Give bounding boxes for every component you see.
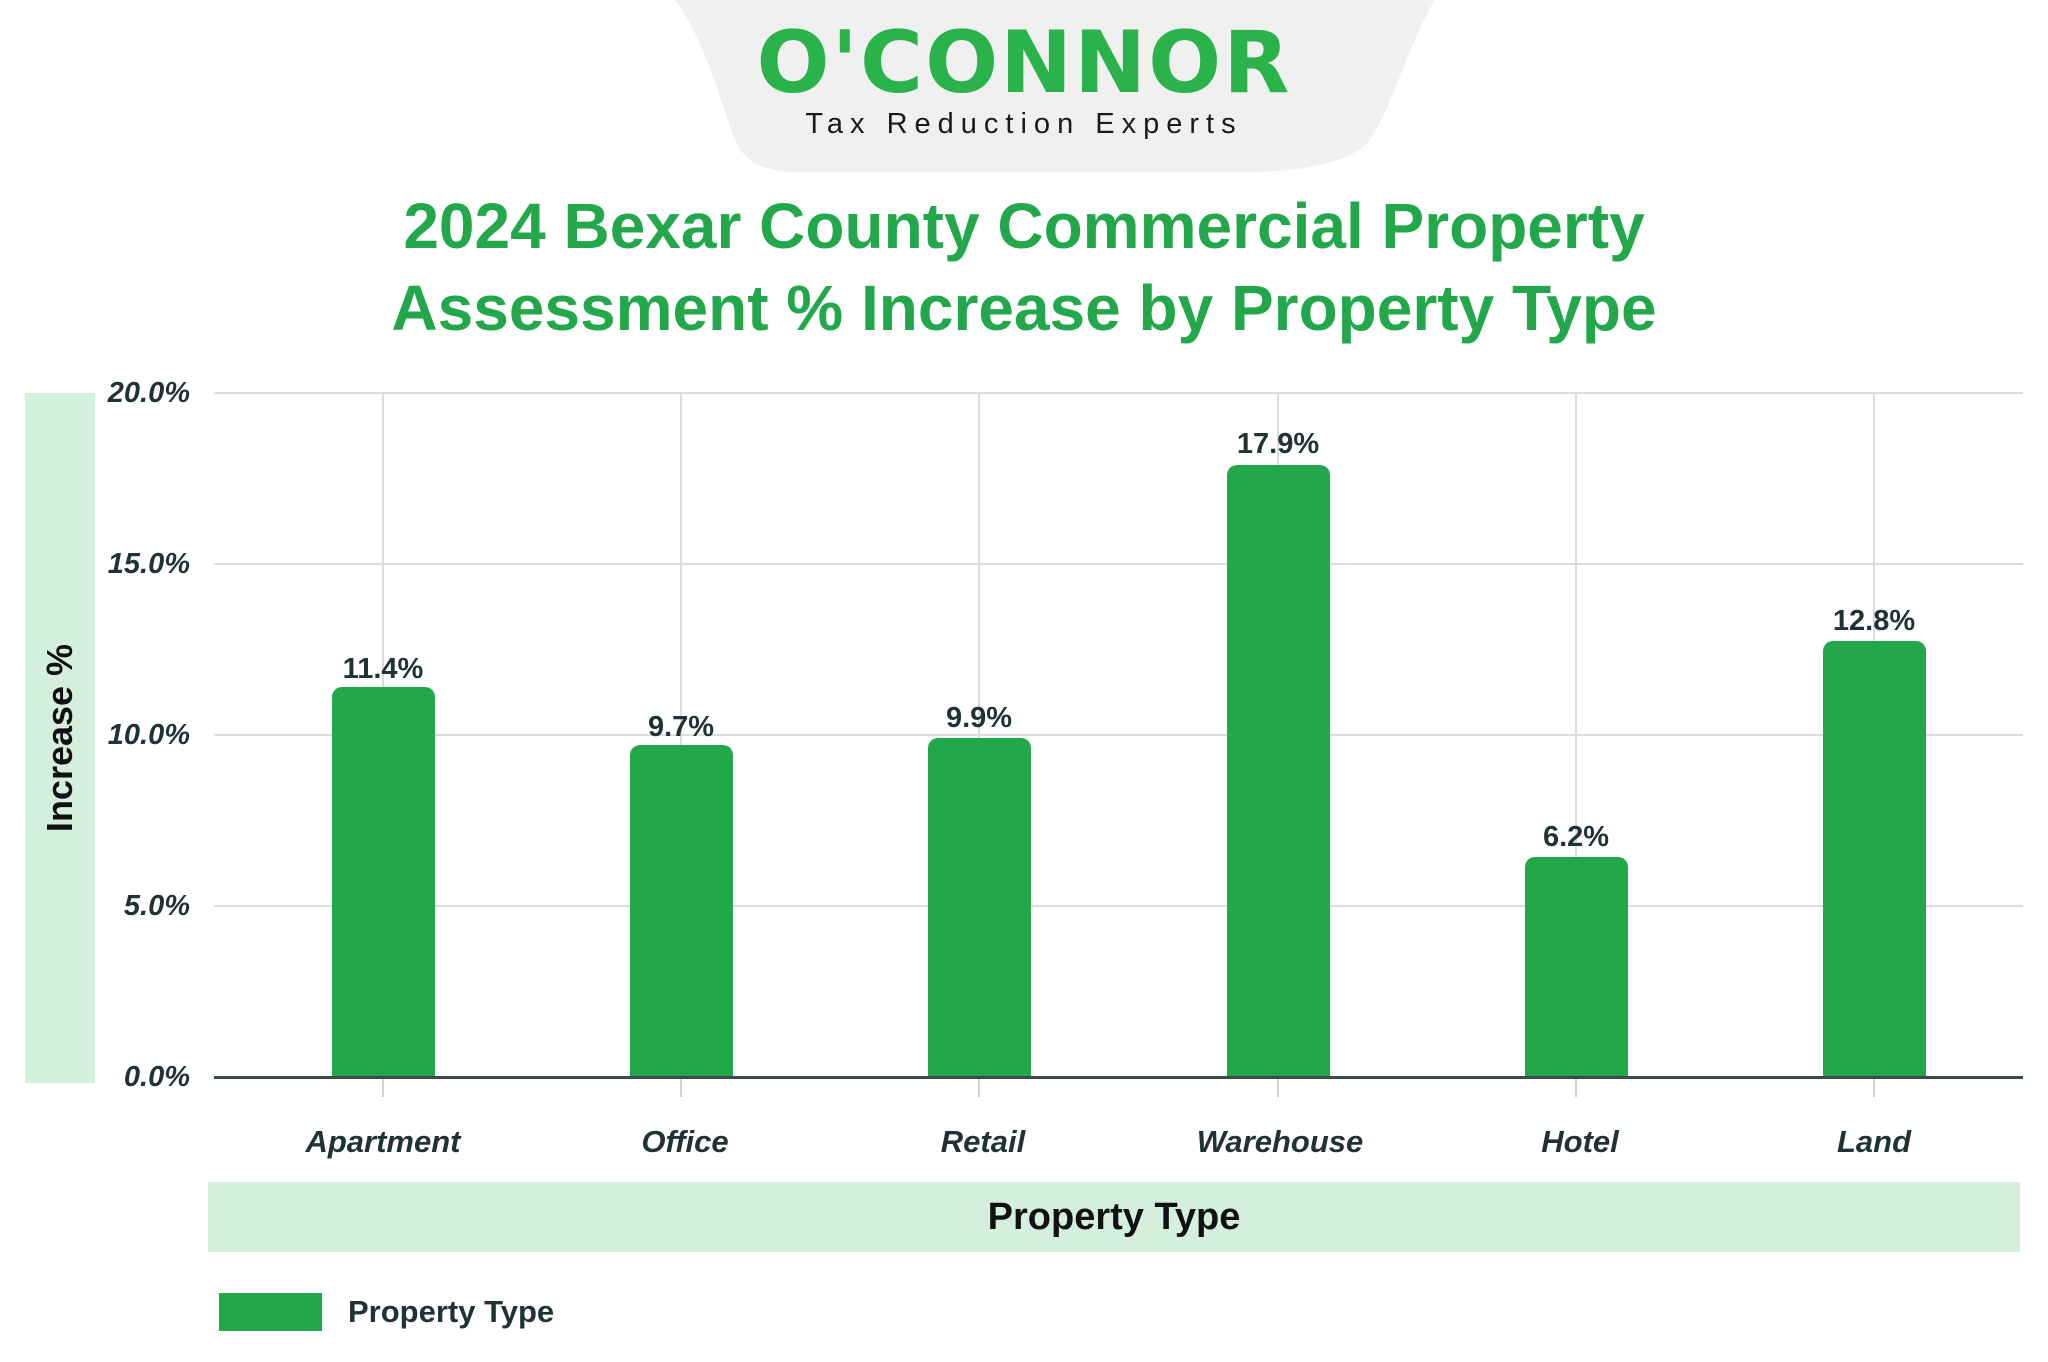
logo-tagline: Tax Reduction Experts [805,108,1243,140]
gridline-v [680,393,682,1077]
x-tick [978,1079,980,1097]
y-tick-label: 0.0% [123,1061,190,1093]
y-axis-label-band [25,393,95,1083]
value-label: 12.8% [1832,605,1916,637]
bar-office [630,745,733,1077]
x-tick [382,1079,384,1097]
gridline-20 [214,392,2023,394]
legend-swatch [219,1293,322,1331]
chart-title-line1: 2024 Bexar County Commercial Property [403,190,1645,262]
chart-title-line2: Assessment % Increase by Property Type [391,272,1657,344]
bar-retail [928,738,1031,1077]
category-label-office: Office [641,1124,729,1159]
category-label-hotel: Hotel [1541,1124,1619,1159]
x-axis-label-band [208,1182,2020,1252]
x-axis-line [214,1076,2023,1079]
gridline-15 [214,563,2023,565]
bar-apartment [332,687,435,1077]
logo-brand: O'CONNOR [756,13,1292,113]
category-label-apartment: Apartment [305,1124,461,1159]
x-tick [680,1079,682,1097]
y-tick-label: 5.0% [123,890,190,922]
legend-label: Property Type [348,1294,555,1329]
gridline-5 [214,905,2023,907]
category-label-retail: Retail [940,1124,1026,1159]
value-label: 6.2% [1542,821,1610,853]
gridline-v [978,393,980,1077]
x-tick [1277,1079,1279,1097]
value-label: 11.4% [342,653,424,685]
x-axis-label: Property Type [987,1196,1241,1238]
category-label-warehouse: Warehouse [1196,1124,1364,1159]
bar-hotel [1525,857,1628,1077]
value-label: 9.9% [945,702,1013,734]
x-tick [1575,1079,1577,1097]
bar-warehouse [1227,465,1330,1077]
category-label-land: Land [1836,1124,1912,1159]
value-label: 9.7% [647,711,715,743]
y-tick-label: 10.0% [107,719,190,751]
bar-land [1823,641,1926,1077]
y-tick-label: 20.0% [107,377,190,409]
gridline-10 [214,734,2023,736]
y-tick-label: 15.0% [107,548,190,580]
value-label: 17.9% [1236,428,1320,460]
x-tick [1873,1079,1875,1097]
logo-backdrop [675,0,1435,172]
gridline-v [1575,393,1577,1077]
